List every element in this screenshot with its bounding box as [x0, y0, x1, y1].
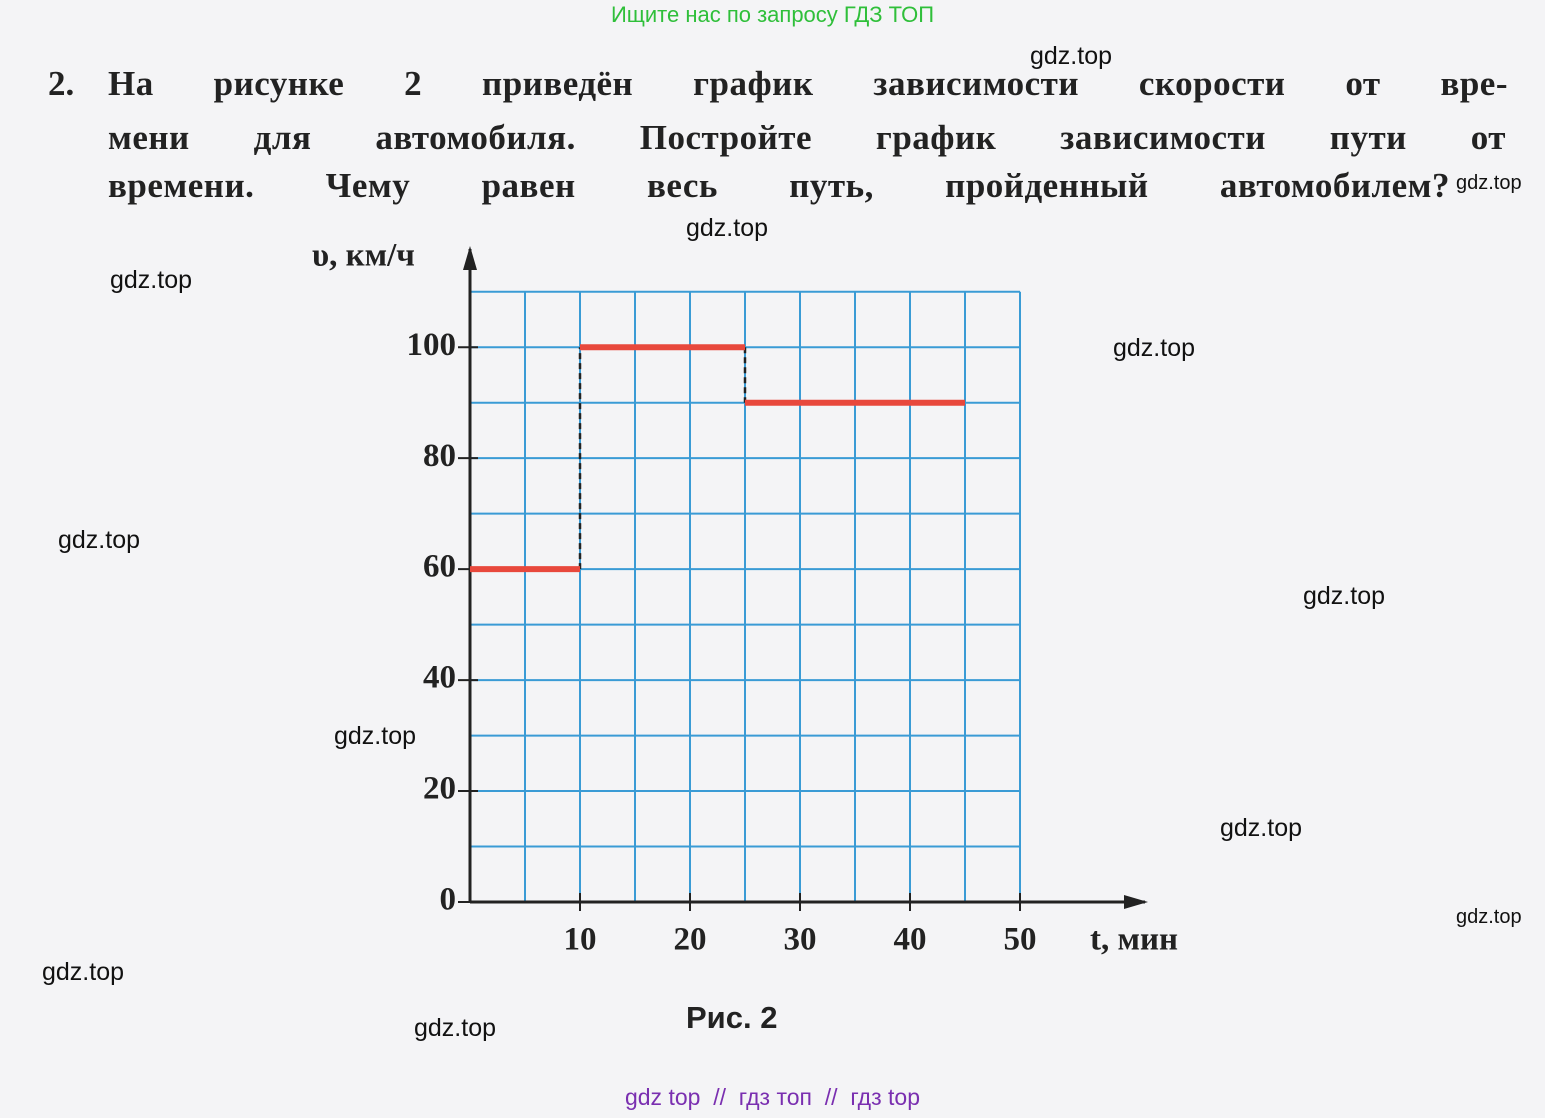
y-tick-label: 60 — [423, 549, 456, 585]
problem-line: времени. Чему равен весь путь, пройденны… — [108, 166, 1450, 205]
watermark: gdz.top — [686, 214, 769, 242]
y-tick-label: 40 — [423, 660, 456, 696]
x-axis-label: t, мин — [1090, 922, 1178, 958]
y-axis-arrow — [463, 246, 477, 270]
problem-number: 2. — [48, 64, 75, 103]
watermark: gdz.top — [414, 1014, 497, 1042]
x-tick-label: 30 — [784, 922, 817, 958]
watermark: gdz.top — [1113, 334, 1196, 362]
watermark: gdz.top — [42, 958, 125, 986]
y-tick-label: 20 — [423, 771, 456, 807]
problem-line: На рисунке 2 приведён график зависимости… — [108, 64, 1508, 103]
y-tick-label: 100 — [407, 327, 457, 363]
watermark: gdz.top — [1030, 42, 1113, 70]
y-tick-label: 0 — [440, 882, 457, 918]
watermark: gdz.top — [1220, 814, 1303, 842]
watermark: gdz.top — [1303, 582, 1386, 610]
footer: gdz top // гдз топ // гдз top — [624, 1084, 921, 1110]
x-tick-label: 20 — [674, 922, 707, 958]
watermark: gdz.top — [110, 266, 193, 294]
y-tick-label: 80 — [423, 438, 456, 474]
x-tick-label: 50 — [1004, 922, 1037, 958]
y-axis-label: υ, км/ч — [312, 238, 415, 274]
x-axis-arrow — [1124, 895, 1148, 909]
caption: Рис. 2 — [686, 1000, 777, 1035]
watermark: gdz.top — [1456, 172, 1522, 194]
x-tick-label: 40 — [894, 922, 927, 958]
x-tick-label: 10 — [564, 922, 597, 958]
watermark: gdz.top — [58, 526, 141, 554]
watermark: gdz.top — [334, 722, 417, 750]
problem-line: мени для автомобиля. Постройте график за… — [108, 118, 1506, 157]
watermark: gdz.top — [1456, 906, 1522, 928]
header: Ищите нас по запросу ГДЗ ТОП — [610, 2, 935, 27]
